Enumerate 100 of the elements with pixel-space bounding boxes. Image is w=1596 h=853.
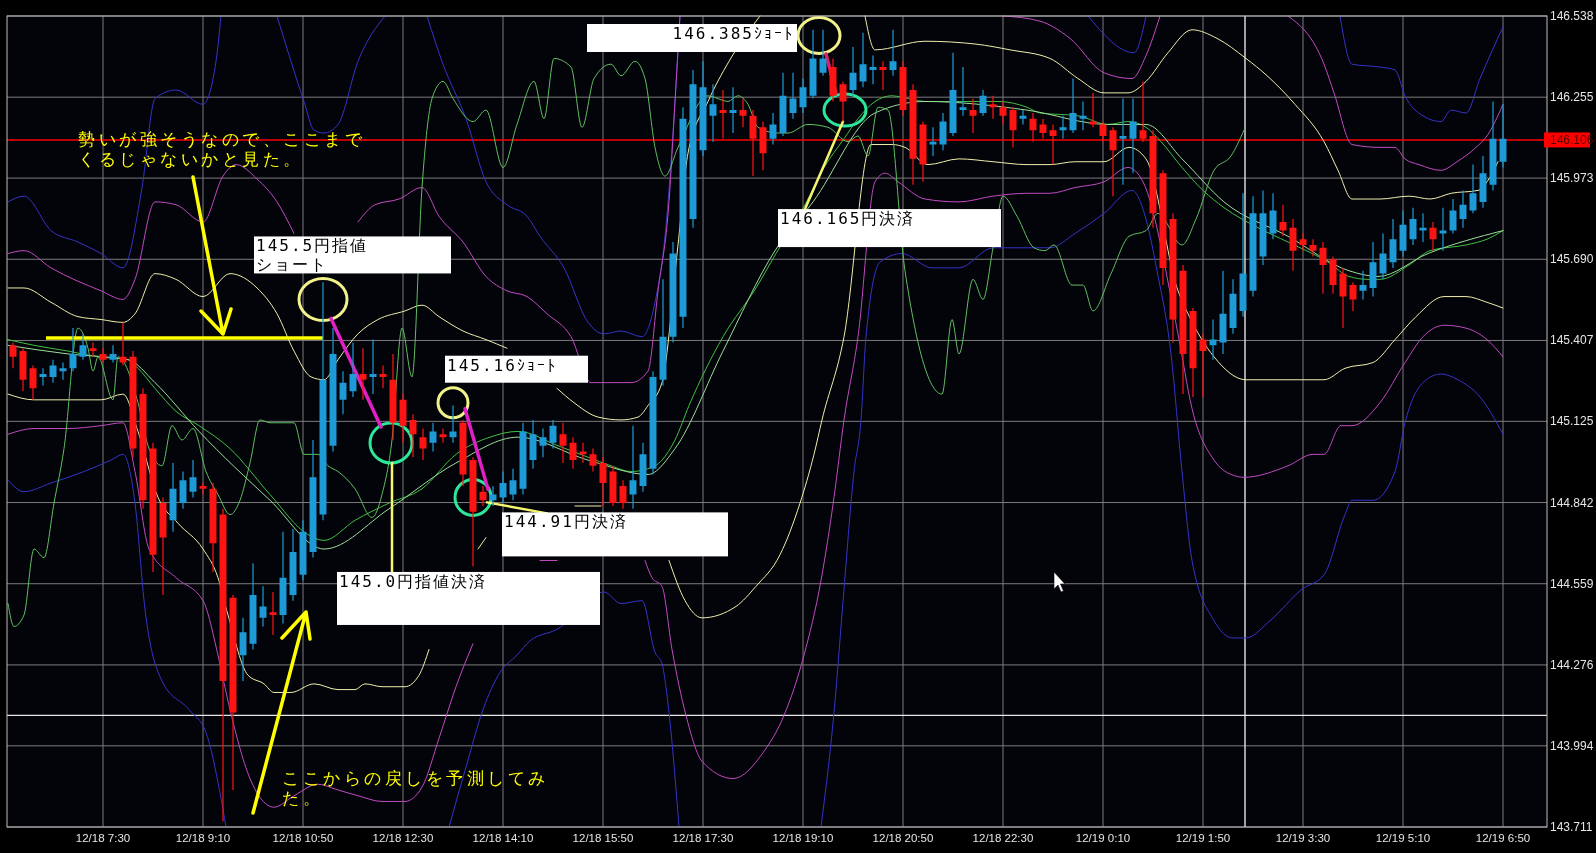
candlestick [1439, 207, 1447, 251]
annotation: 144.91円決済 [504, 512, 628, 532]
candlestick [1229, 279, 1237, 334]
candlestick [749, 110, 757, 177]
candlestick [159, 497, 167, 595]
candlestick [1479, 156, 1487, 208]
candlestick [1499, 104, 1507, 168]
x-tick-label: 12/18 9:10 [175, 832, 231, 844]
y-tick-label: 143.711 [1550, 820, 1593, 834]
candlestick [79, 333, 87, 360]
candlestick [19, 348, 27, 392]
candlestick [1329, 256, 1337, 294]
candlestick [1449, 199, 1457, 234]
x-tick-label: 12/18 20:50 [872, 832, 934, 844]
candlestick [1419, 213, 1427, 243]
candlestick [1199, 333, 1207, 397]
candlestick [1189, 308, 1197, 397]
candlestick [1119, 98, 1127, 185]
candlestick [989, 95, 997, 119]
annotation: 145.16ｼｮｰﾄ [447, 355, 557, 375]
candlestick [629, 425, 637, 509]
candlestick [309, 440, 317, 558]
candlestick [829, 58, 837, 102]
candlestick [1129, 98, 1137, 174]
x-tick-label: 12/19 6:50 [1475, 832, 1531, 844]
candlestick [439, 428, 447, 443]
candlestick [69, 328, 77, 372]
candlestick [709, 84, 717, 142]
candlestick [299, 520, 307, 581]
y-tick-label: 144.559 [1550, 576, 1594, 591]
candlestick [1209, 319, 1217, 360]
candlestick [379, 365, 387, 389]
annotation: 145.5円指値ショート [256, 236, 369, 275]
y-tick-label: 143.994 [1550, 738, 1594, 753]
candlestick [269, 592, 277, 636]
candlestick [319, 282, 327, 521]
candlestick [699, 61, 707, 156]
candlestick [1069, 78, 1077, 134]
candlestick [1139, 81, 1147, 142]
annotation: 146.165円決済 [780, 209, 916, 229]
candlestick [349, 342, 357, 397]
candlestick [259, 586, 267, 627]
x-tick-label: 12/18 10:50 [272, 832, 334, 844]
x-tick-label: 12/18 17:30 [672, 832, 734, 844]
candlestick [1009, 107, 1017, 148]
x-tick-label: 12/18 22:30 [972, 832, 1034, 844]
candlestick [1299, 233, 1307, 251]
candlestick [1399, 210, 1407, 257]
candlestick [359, 348, 367, 400]
candlestick [789, 72, 797, 119]
candlestick [1099, 121, 1107, 142]
candlestick [1389, 219, 1397, 268]
candlestick [939, 112, 947, 151]
candlestick [1349, 282, 1357, 311]
candlestick [1429, 221, 1437, 251]
candlestick [109, 345, 117, 363]
candlestick [479, 485, 487, 506]
candlestick [429, 422, 437, 452]
candlestick [1059, 115, 1067, 139]
candlestick [209, 483, 217, 572]
x-tick-label: 12/19 0:10 [1075, 832, 1131, 844]
candlestick [859, 32, 867, 88]
x-tick-label: 12/18 14:10 [472, 832, 534, 844]
candlestick [29, 365, 37, 400]
candlestick [719, 90, 727, 139]
candlestick [489, 485, 497, 506]
candlestick [189, 460, 197, 498]
candlestick [799, 78, 807, 113]
y-tick-label: 146.538 [1550, 9, 1594, 23]
x-tick-label: 12/19 1:50 [1175, 832, 1231, 844]
candlestick [529, 419, 537, 469]
candlestick [1219, 270, 1227, 354]
candlestick [1359, 270, 1367, 300]
candlestick [879, 61, 887, 91]
candlestick [99, 348, 107, 363]
candlestick [399, 394, 407, 443]
candlestick [409, 414, 417, 458]
candlestick [1079, 101, 1087, 131]
candlestick [1319, 242, 1327, 294]
y-tick-label: 145.125 [1550, 414, 1594, 429]
candlestick [179, 471, 187, 509]
candlestick [199, 483, 207, 495]
y-tick-label: 144.276 [1550, 657, 1594, 672]
candlestick [1049, 124, 1057, 165]
candlestick [539, 428, 547, 458]
candlestick [1239, 193, 1247, 317]
candlestick [919, 121, 927, 182]
candlestick [889, 29, 897, 76]
x-tick-label: 12/18 15:50 [572, 832, 634, 844]
x-tick-label: 12/19 3:30 [1275, 832, 1331, 844]
candlestick [229, 594, 237, 790]
y-tick-label: 145.407 [1550, 333, 1594, 348]
candlestick [389, 353, 397, 440]
candlestick [1339, 267, 1347, 329]
candlestick [1089, 92, 1097, 128]
y-tick-label: 145.973 [1550, 171, 1594, 186]
candlestick [739, 98, 747, 128]
candlestick [599, 457, 607, 506]
candlestick [869, 55, 877, 85]
candlestick [219, 508, 227, 822]
